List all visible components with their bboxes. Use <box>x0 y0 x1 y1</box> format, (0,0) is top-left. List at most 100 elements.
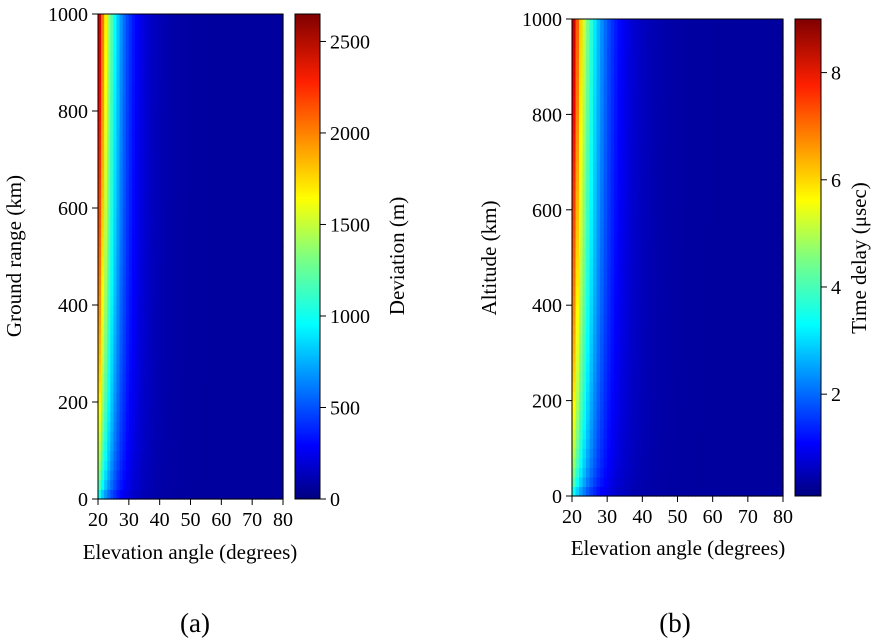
heatmap-cell <box>246 285 250 296</box>
heatmap-cell <box>586 419 591 430</box>
heatmap-cell <box>175 469 179 481</box>
heatmap-cell <box>122 285 127 296</box>
heatmap-cell <box>159 266 164 277</box>
heatmap-cell <box>190 256 195 267</box>
heatmap-cell <box>218 460 222 471</box>
heatmap-cell <box>579 95 584 106</box>
heatmap-cell <box>122 402 127 413</box>
heatmap-cell <box>239 489 244 500</box>
heatmap-cell <box>246 227 250 238</box>
heatmap-cell <box>242 81 247 93</box>
heatmap-cell <box>209 120 213 131</box>
heatmap-cell <box>104 149 108 161</box>
heatmap-cell <box>617 28 622 39</box>
heatmap-cell <box>273 52 278 64</box>
heatmap-cell <box>684 419 689 430</box>
heatmap-cell <box>579 391 584 402</box>
heatmap-cell <box>652 190 657 201</box>
heatmap-cell <box>642 391 647 402</box>
heatmap-cell <box>199 440 204 452</box>
heatmap-cell <box>670 123 675 135</box>
heatmap-cell <box>209 237 213 248</box>
heatmap-cell <box>212 440 216 452</box>
heatmap-cell <box>165 343 170 355</box>
heatmap-cell <box>162 382 167 393</box>
heatmap-cell <box>705 104 710 115</box>
heatmap-cell <box>255 111 259 122</box>
heatmap-cell <box>187 266 192 277</box>
heatmap-cell <box>101 295 105 306</box>
heatmap-cell <box>187 324 192 335</box>
heatmap-cell <box>190 411 195 422</box>
heatmap-cell <box>261 314 266 325</box>
heatmap-cell <box>122 469 127 481</box>
heatmap-cell <box>141 479 145 490</box>
heatmap-cell <box>264 72 269 83</box>
heatmap-cell <box>156 81 161 93</box>
heatmap-cell <box>656 171 661 182</box>
heatmap-cell <box>249 72 253 83</box>
heatmap-cell <box>663 324 668 335</box>
heatmap-cell <box>649 362 654 373</box>
heatmap-cell <box>190 460 195 471</box>
heatmap-cell <box>113 314 118 325</box>
heatmap-cell <box>224 285 229 296</box>
heatmap-cell <box>165 353 170 364</box>
heatmap-cell <box>614 238 619 249</box>
heatmap-cell <box>258 392 263 403</box>
heatmap-cell <box>98 431 102 442</box>
heatmap-cell <box>600 76 605 87</box>
heatmap-cell <box>162 334 167 345</box>
heatmap-cell <box>159 130 164 141</box>
heatmap-cell <box>107 479 111 490</box>
heatmap-cell <box>258 111 263 122</box>
heatmap-cell <box>187 295 192 306</box>
heatmap-cell <box>610 371 615 383</box>
heatmap-cell <box>128 120 133 131</box>
heatmap-cell <box>691 104 696 115</box>
heatmap-cell <box>589 391 594 402</box>
heatmap-cell <box>642 162 647 173</box>
heatmap-cell <box>209 392 213 403</box>
heatmap-cell <box>125 62 130 73</box>
heatmap-cell <box>215 460 219 471</box>
heatmap-cell <box>101 314 105 325</box>
heatmap-cell <box>221 440 226 452</box>
heatmap-cell <box>144 421 148 432</box>
heatmap-cell <box>153 489 158 500</box>
heatmap-cell <box>135 14 139 25</box>
heatmap-cell <box>178 91 182 102</box>
heatmap-cell <box>607 19 612 30</box>
heatmap-cell <box>702 95 707 106</box>
heatmap-cell <box>116 43 121 54</box>
heatmap-cell <box>607 371 612 383</box>
heatmap-cell <box>631 352 636 364</box>
heatmap-cell <box>673 295 679 306</box>
heatmap-cell <box>116 178 121 190</box>
heatmap-cell <box>236 363 241 374</box>
heatmap-cell <box>221 101 226 112</box>
heatmap-cell <box>579 38 584 49</box>
heatmap-cell <box>264 469 269 481</box>
heatmap-cell <box>147 285 152 296</box>
heatmap-cell <box>150 43 155 54</box>
heatmap-cell <box>131 489 136 500</box>
heatmap-cell <box>159 402 164 413</box>
heatmap-cell <box>144 324 148 335</box>
heatmap-cell <box>141 343 145 355</box>
heatmap-cell <box>172 237 176 248</box>
heatmap-cell <box>600 171 605 182</box>
heatmap-cell <box>610 286 615 297</box>
heatmap-cell <box>645 247 650 259</box>
heatmap-cell <box>279 111 284 122</box>
heatmap-cell <box>659 38 665 49</box>
heatmap-cell <box>607 457 612 468</box>
heatmap-cell <box>153 440 158 452</box>
heatmap-cell <box>695 476 700 488</box>
heatmap-cell <box>165 227 170 238</box>
heatmap-cell <box>255 275 259 287</box>
heatmap-cell <box>582 276 587 287</box>
heatmap-cell <box>175 489 179 500</box>
heatmap-cell <box>147 450 152 461</box>
heatmap-cell <box>607 181 612 192</box>
